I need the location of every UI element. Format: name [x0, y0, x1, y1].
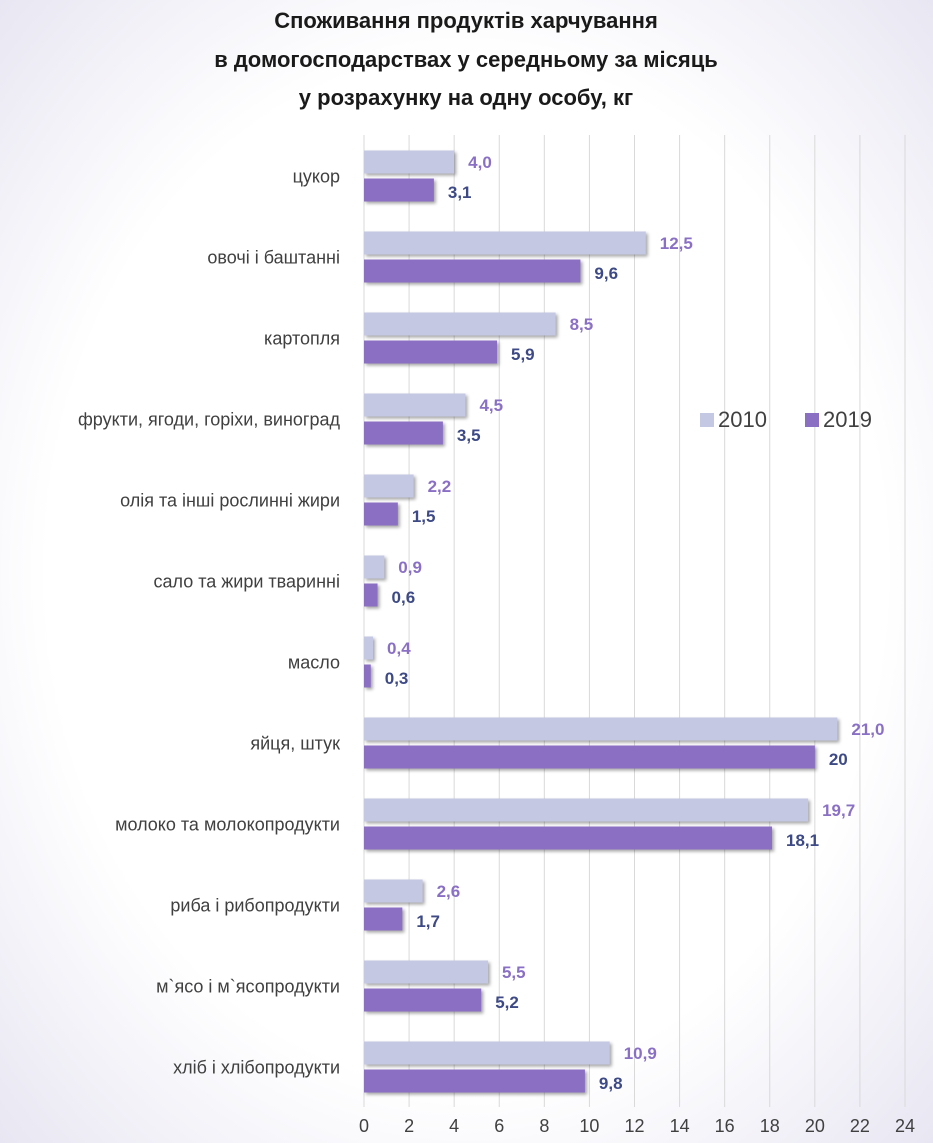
y-tick-label: м`ясо і м`ясопродукти [156, 976, 340, 996]
legend-label: 2010 [718, 407, 767, 432]
value-label: 20 [829, 750, 848, 769]
value-label: 5,2 [495, 993, 519, 1012]
bar [364, 988, 482, 1012]
bar [364, 1069, 585, 1093]
bar [364, 502, 398, 526]
x-tick-label: 22 [850, 1116, 870, 1136]
x-tick-label: 14 [670, 1116, 690, 1136]
bar [364, 555, 385, 579]
x-tick-label: 18 [760, 1116, 780, 1136]
y-tick-label: яйця, штук [250, 733, 340, 753]
bar [364, 907, 403, 931]
value-label: 3,5 [457, 426, 481, 445]
y-tick-label: молоко та молокопродукти [115, 814, 340, 834]
y-tick-label: масло [288, 652, 340, 672]
bar [364, 150, 455, 174]
value-label: 21,0 [851, 720, 884, 739]
bar [364, 178, 434, 202]
x-tick-label: 8 [539, 1116, 549, 1136]
value-label: 18,1 [786, 831, 819, 850]
y-tick-label: картопля [264, 328, 340, 348]
value-label: 3,1 [448, 183, 472, 202]
bar [364, 231, 646, 255]
value-label: 1,7 [416, 912, 440, 931]
bar [364, 745, 815, 769]
value-label: 5,9 [511, 345, 535, 364]
value-label: 0,9 [398, 558, 422, 577]
value-label: 4,5 [479, 396, 503, 415]
x-tick-label: 6 [494, 1116, 504, 1136]
bar [364, 393, 466, 417]
value-label: 5,5 [502, 963, 526, 982]
chart-title: в домогосподарствах у середньому за міся… [214, 47, 718, 72]
y-tick-label: хліб і хлібопродукти [173, 1057, 340, 1077]
x-tick-label: 20 [805, 1116, 825, 1136]
value-label: 9,8 [599, 1074, 623, 1093]
legend-swatch [700, 413, 714, 427]
legend-swatch [805, 413, 819, 427]
bar [364, 312, 556, 336]
y-tick-label: олія та інші рослинні жири [120, 490, 340, 510]
value-label: 8,5 [570, 315, 594, 334]
y-tick-label: фрукти, ягоди, горіхи, виноград [78, 409, 340, 429]
bar [364, 259, 581, 283]
x-tick-label: 0 [359, 1116, 369, 1136]
bar [364, 879, 423, 903]
bar [364, 960, 488, 984]
value-label: 10,9 [624, 1044, 657, 1063]
bar [364, 474, 414, 498]
y-tick-label: цукор [293, 166, 340, 186]
x-tick-label: 16 [715, 1116, 735, 1136]
bar [364, 798, 809, 822]
x-tick-label: 24 [895, 1116, 915, 1136]
bar [364, 340, 497, 364]
y-tick-label: риба і рибопродукти [170, 895, 340, 915]
value-label: 1,5 [412, 507, 436, 526]
value-label: 19,7 [822, 801, 855, 820]
value-label: 12,5 [660, 234, 693, 253]
bar [364, 717, 838, 741]
value-label: 0,6 [392, 588, 416, 607]
value-label: 2,6 [437, 882, 461, 901]
x-tick-label: 10 [579, 1116, 599, 1136]
bar [364, 826, 773, 850]
x-tick-label: 2 [404, 1116, 414, 1136]
value-label: 9,6 [594, 264, 618, 283]
value-label: 0,4 [387, 639, 411, 658]
y-tick-label: овочі і баштанні [207, 247, 340, 267]
chart-title: у розрахунку на одну особу, кг [299, 85, 633, 110]
value-label: 2,2 [428, 477, 452, 496]
bar [364, 664, 371, 688]
bar [364, 1041, 610, 1065]
bar [364, 583, 378, 607]
value-label: 4,0 [468, 153, 492, 172]
y-tick-label: сало та жири тваринні [153, 571, 340, 591]
x-tick-label: 4 [449, 1116, 459, 1136]
value-label: 0,3 [385, 669, 409, 688]
bar [364, 421, 443, 445]
bar [364, 636, 374, 660]
x-tick-label: 12 [624, 1116, 644, 1136]
legend-label: 2019 [823, 407, 872, 432]
chart-title: Споживання продуктів харчування [274, 8, 658, 33]
